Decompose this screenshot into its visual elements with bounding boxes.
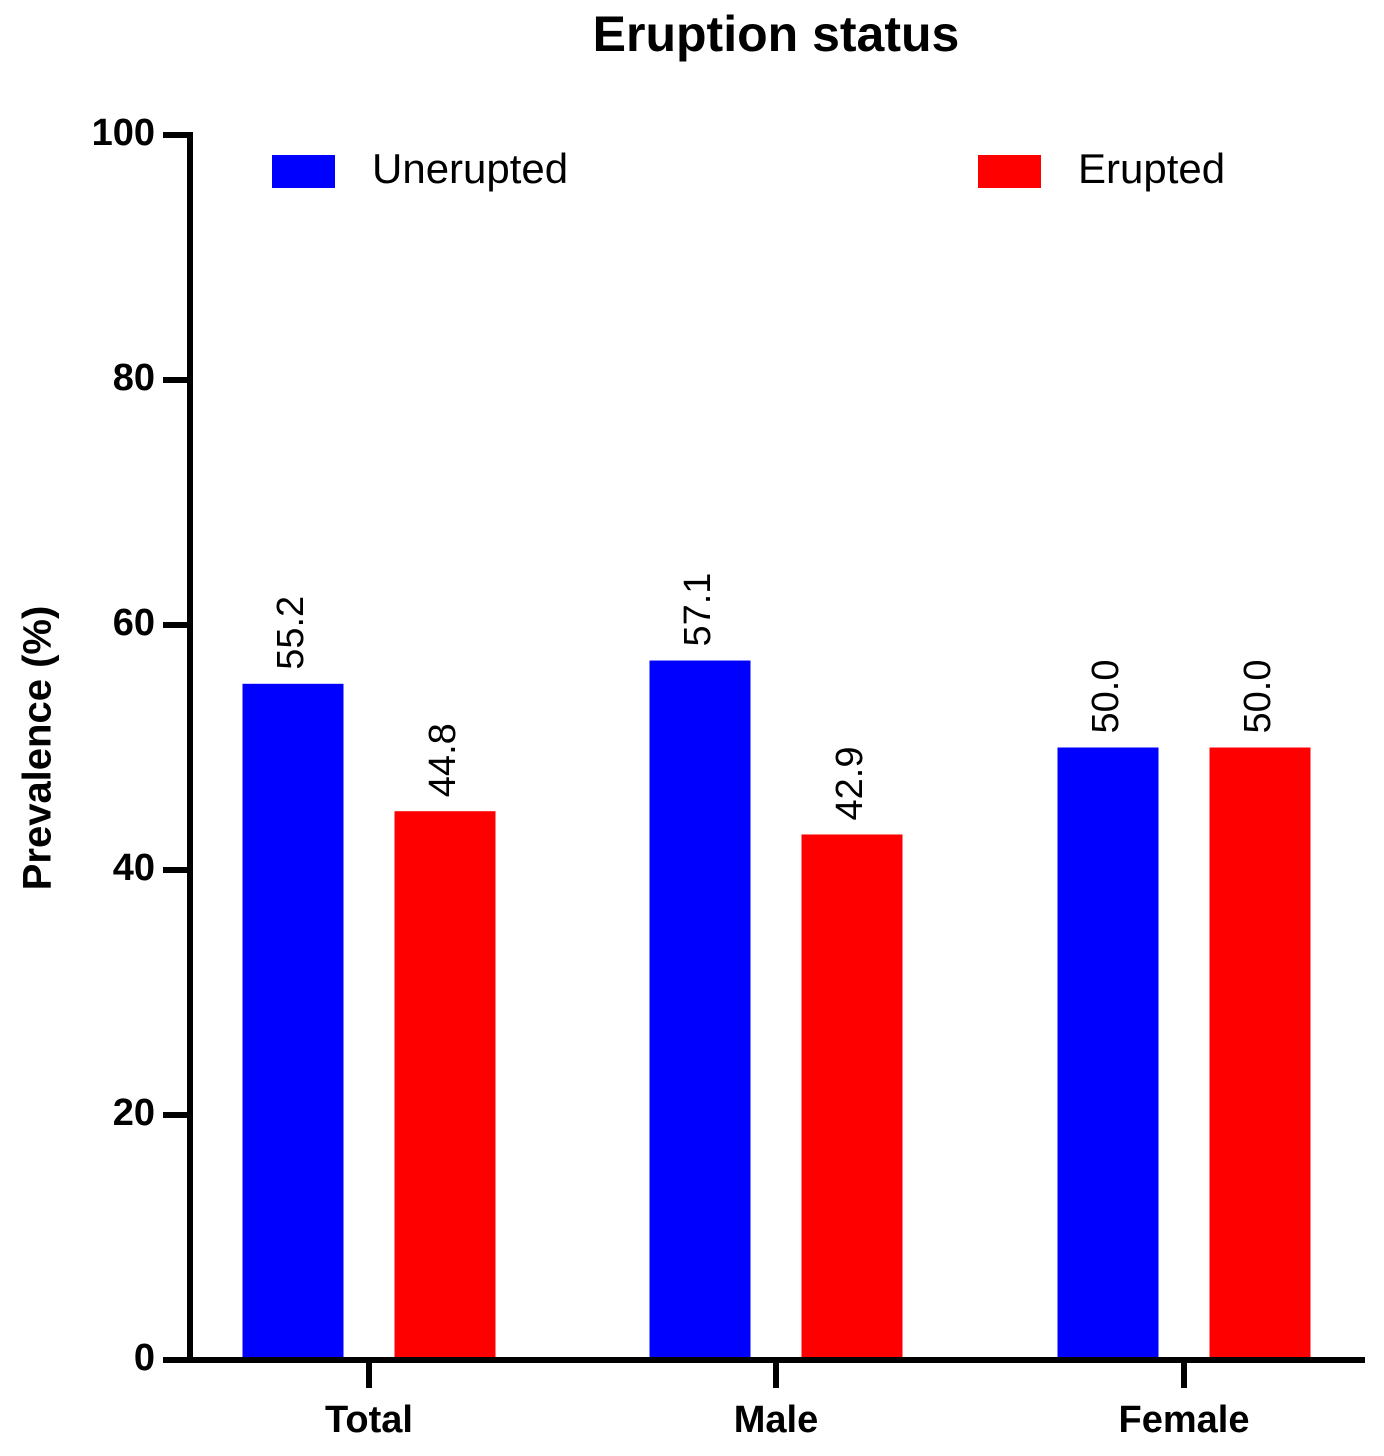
value-label: 50.0 (1085, 660, 1127, 734)
x-tick-label: Total (325, 1399, 413, 1441)
y-axis-label: Prevalence (%) (16, 606, 60, 891)
y-tick-label: 80 (113, 357, 155, 399)
y-tick-label: 40 (113, 847, 155, 889)
y-tick-label: 20 (113, 1092, 155, 1134)
x-tick-label: Male (734, 1399, 818, 1441)
value-label: 50.0 (1237, 660, 1279, 734)
bar (649, 660, 751, 1360)
value-label: 57.1 (677, 573, 719, 647)
legend-swatch (272, 155, 335, 188)
value-label: 42.9 (829, 747, 871, 821)
value-label: 55.2 (270, 596, 312, 670)
x-tick-label: Female (1119, 1399, 1250, 1441)
value-label: 44.8 (422, 723, 464, 797)
bar (801, 834, 903, 1360)
bar (394, 811, 496, 1360)
bar (1209, 747, 1311, 1360)
bar (242, 683, 344, 1360)
y-tick-label: 60 (113, 602, 155, 644)
legend-label: Erupted (1078, 145, 1225, 192)
legend-swatch (978, 155, 1041, 188)
chart-title: Eruption status (593, 6, 960, 62)
legend-label: Unerupted (372, 145, 568, 192)
y-tick-label: 0 (134, 1337, 155, 1379)
bar (1057, 747, 1159, 1360)
y-tick-label: 100 (92, 112, 155, 154)
